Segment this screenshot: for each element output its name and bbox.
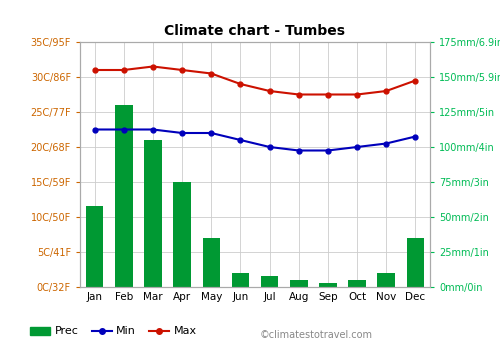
Bar <box>232 273 249 287</box>
Bar <box>261 276 278 287</box>
Bar <box>378 273 395 287</box>
Legend: Prec, Min, Max: Prec, Min, Max <box>26 322 202 341</box>
Bar <box>319 283 336 287</box>
Bar <box>348 280 366 287</box>
Bar <box>174 182 191 287</box>
Bar <box>406 238 424 287</box>
Bar <box>86 206 104 287</box>
Bar <box>115 105 132 287</box>
Bar <box>290 280 308 287</box>
Bar <box>202 238 220 287</box>
Bar <box>144 140 162 287</box>
Text: ©climatestotravel.com: ©climatestotravel.com <box>260 329 373 340</box>
Title: Climate chart - Tumbes: Climate chart - Tumbes <box>164 24 346 38</box>
